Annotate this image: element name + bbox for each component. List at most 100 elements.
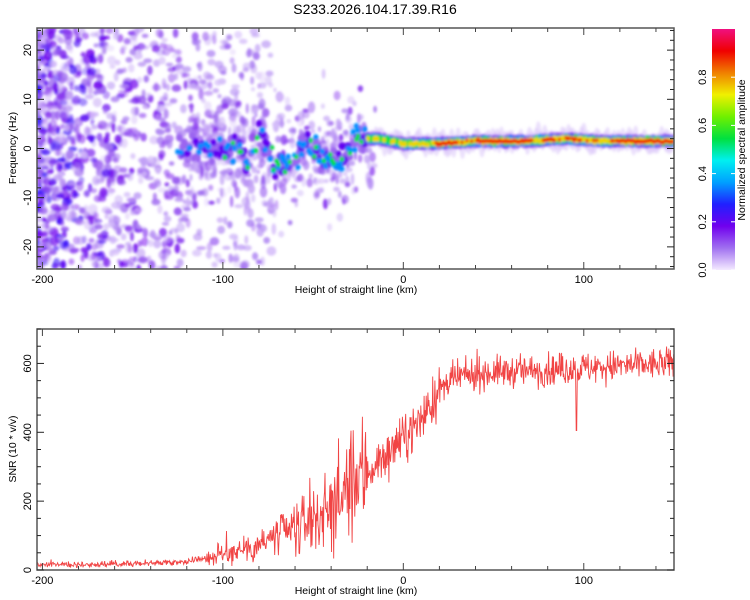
spectrogram-cell — [61, 201, 68, 211]
spectrogram-cell — [151, 198, 161, 206]
spectrogram-cell — [163, 235, 172, 244]
spectrogram-ridge-cell — [269, 145, 275, 151]
colorbar-tick-label: 0.0 — [697, 262, 709, 277]
spectrogram-cell — [84, 126, 91, 137]
spectrogram-cell — [197, 134, 204, 142]
spectrogram-cell — [231, 84, 240, 89]
spectrogram-ridge-cell — [287, 159, 293, 165]
spectrogram-cell — [318, 178, 325, 184]
spectrogram-cell — [176, 258, 184, 267]
spectrogram-cell — [49, 236, 59, 247]
spectrogram-cell — [137, 76, 143, 83]
spectrogram-ridge-cell — [339, 165, 345, 172]
spectrogram-cell — [143, 58, 153, 64]
spectrogram-ridge-cell — [359, 146, 367, 154]
spectrogram-cell — [122, 116, 130, 122]
spectrogram-cell — [271, 121, 279, 127]
spectrogram-cell — [110, 237, 120, 243]
spectrogram-cell — [161, 221, 170, 226]
spectrogram-cell — [141, 33, 149, 39]
spectrogram-cell — [217, 94, 222, 99]
spectrogram-ridge-cell — [328, 152, 333, 158]
spectrogram-cell — [181, 174, 187, 184]
spectrogram-ridge-cell — [285, 153, 291, 160]
spectrogram-ridge-cell — [470, 139, 474, 144]
spectrogram-cell — [58, 164, 63, 170]
spectrogram-ridge-cell — [253, 148, 258, 154]
spectrogram-cell — [123, 191, 131, 198]
spectrogram-cell — [173, 207, 182, 216]
spectrogram-cell — [91, 124, 98, 130]
spectrogram-cell — [155, 158, 161, 165]
spectrogram-cell — [182, 66, 192, 73]
spectrogram-cell — [70, 204, 81, 211]
spectrogram-cell — [96, 257, 101, 262]
spectrogram-ridge-cell — [238, 149, 244, 155]
spectrogram-cell — [116, 244, 125, 249]
spectrogram-cell — [174, 197, 184, 202]
spectrogram-cell — [139, 156, 149, 166]
spectrogram-cell — [55, 193, 65, 199]
spectrogram-cell — [341, 108, 349, 114]
spectrogram-cell — [168, 230, 173, 236]
spectrogram-cell — [49, 110, 57, 120]
spectrogram-cell — [196, 39, 201, 44]
spectrogram-cell — [254, 112, 258, 118]
spectrogram-cell — [161, 48, 171, 56]
spectrogram-cell — [112, 32, 118, 40]
spectrogram-cell — [54, 211, 62, 218]
spectrogram-cell — [78, 179, 84, 185]
spectrogram-cell — [328, 169, 337, 177]
spectrogram-cell — [206, 50, 216, 58]
spectrogram-cell — [56, 93, 66, 100]
spectrogram-cell — [37, 117, 43, 126]
spectrogram-cell — [157, 204, 163, 214]
spectrogram-ridge-cell — [319, 148, 325, 155]
spectrogram-cell — [60, 219, 65, 227]
spectrogram-cell — [97, 41, 104, 49]
spectrogram-ridge-cell — [236, 142, 243, 149]
spectrogram-cell — [218, 116, 226, 128]
spectrogram-cell — [261, 40, 271, 49]
y-tick-label: 400 — [22, 423, 34, 441]
spectrogram-cell — [137, 167, 144, 174]
spectrogram-cell — [103, 143, 114, 151]
spectrogram-cell — [87, 254, 95, 262]
spectrogram-cell — [93, 73, 103, 79]
spectrogram-cell — [240, 72, 245, 81]
spectrogram-cell — [153, 82, 159, 92]
spectrogram-cell — [130, 153, 136, 160]
spectrogram-cell — [306, 178, 314, 188]
spectrogram-cell — [96, 132, 103, 142]
spectrogram-cell — [345, 112, 350, 121]
spectrogram-cell — [272, 208, 277, 218]
spectrogram-ridge-cell — [403, 141, 407, 147]
spectrogram-cell — [107, 187, 116, 194]
spectrogram-cell — [166, 138, 173, 149]
spectrogram-cell — [117, 179, 126, 186]
spectrogram-cell — [336, 212, 344, 222]
spectrogram-cell — [333, 90, 341, 101]
spectrogram-cell — [196, 246, 207, 251]
spectrogram-cell — [74, 121, 80, 127]
spectrogram-cell — [44, 222, 50, 229]
spectrogram-cell — [180, 213, 189, 218]
spectrogram-cell — [86, 243, 92, 251]
spectrogram-cell — [138, 112, 147, 119]
spectrogram-cell — [76, 236, 85, 245]
spectrogram-cell — [92, 97, 102, 108]
spectrogram-cell — [41, 149, 51, 156]
spectrogram-cell — [321, 68, 326, 79]
spectrogram-cell — [76, 70, 82, 76]
spectrogram-cell — [186, 196, 190, 208]
spectrogram-cell — [320, 103, 325, 109]
spectrogram-cell — [88, 204, 98, 214]
spectrogram-ridge-cell — [217, 136, 223, 143]
spectrogram-cell — [87, 85, 94, 95]
spectrogram-cell — [97, 239, 107, 244]
spectrogram-cell — [215, 252, 222, 263]
spectrogram-cell — [103, 257, 111, 268]
spectrogram-cell — [102, 109, 108, 115]
spectrogram-cell — [289, 138, 296, 149]
spectrogram-cell — [37, 109, 41, 119]
